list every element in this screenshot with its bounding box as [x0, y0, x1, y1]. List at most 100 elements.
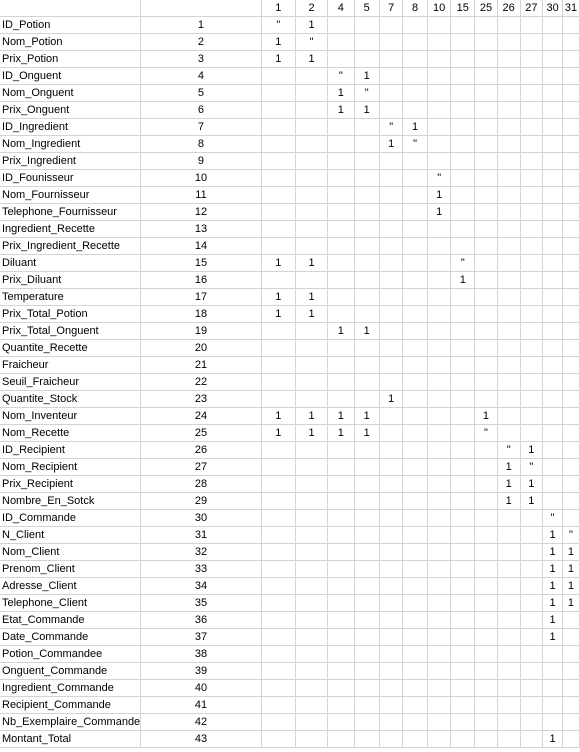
dependency-cell[interactable] [450, 186, 476, 204]
dependency-cell[interactable] [474, 543, 498, 561]
attribute-name-cell[interactable]: Prix_Ingredient_Recette [0, 237, 142, 255]
dependency-cell[interactable]: 1 [354, 322, 380, 340]
dependency-cell[interactable] [402, 730, 428, 748]
dependency-cell[interactable] [520, 662, 544, 680]
dependency-cell[interactable] [562, 407, 580, 425]
dependency-cell[interactable] [474, 254, 498, 272]
dependency-cell[interactable] [402, 322, 428, 340]
dependency-cell[interactable] [379, 713, 404, 731]
dependency-cell[interactable] [261, 662, 296, 680]
dependency-cell[interactable]: 1 [354, 67, 380, 85]
attribute-index-cell[interactable]: 35 [140, 594, 262, 612]
dependency-cell[interactable] [450, 645, 476, 663]
dependency-cell[interactable] [261, 713, 296, 731]
dependency-cell[interactable] [295, 662, 329, 680]
dependency-cell[interactable] [497, 696, 521, 714]
dependency-cell[interactable] [497, 220, 521, 238]
dependency-cell[interactable] [379, 424, 404, 442]
dependency-cell[interactable] [562, 458, 580, 476]
dependency-cell[interactable] [520, 407, 544, 425]
dependency-cell[interactable]: 1 [497, 458, 521, 476]
dependency-cell[interactable] [354, 543, 380, 561]
dependency-cell[interactable] [497, 322, 521, 340]
dependency-cell[interactable] [542, 305, 563, 323]
dependency-cell[interactable] [497, 305, 521, 323]
dependency-cell[interactable] [562, 33, 580, 51]
dependency-cell[interactable] [354, 16, 380, 34]
dependency-cell[interactable] [295, 152, 329, 170]
dependency-cell[interactable] [497, 254, 521, 272]
attribute-index-cell[interactable]: 3 [140, 50, 262, 68]
attribute-name-cell[interactable]: Ingredient_Commande [0, 679, 142, 697]
dependency-cell[interactable] [295, 339, 329, 357]
dependency-cell[interactable]: 1 [295, 424, 329, 442]
dependency-cell[interactable] [542, 696, 563, 714]
dependency-cell[interactable] [379, 271, 404, 289]
dependency-cell[interactable] [450, 135, 476, 153]
dependency-cell[interactable] [295, 118, 329, 136]
dependency-cell[interactable]: 1 [542, 577, 563, 595]
dependency-cell[interactable] [497, 271, 521, 289]
dependency-cell[interactable] [379, 50, 404, 68]
dependency-cell[interactable] [427, 237, 452, 255]
dependency-cell[interactable] [327, 16, 355, 34]
dependency-cell[interactable] [379, 220, 404, 238]
dependency-cell[interactable] [402, 169, 428, 187]
dependency-cell[interactable]: 1 [261, 33, 296, 51]
attribute-index-cell[interactable]: 14 [140, 237, 262, 255]
attribute-name-cell[interactable]: Nb_Exemplaire_Commande [0, 713, 142, 731]
dependency-cell[interactable] [354, 713, 380, 731]
dependency-cell[interactable] [402, 271, 428, 289]
dependency-cell[interactable] [542, 492, 563, 510]
dependency-cell[interactable] [520, 713, 544, 731]
dependency-cell[interactable] [261, 577, 296, 595]
dependency-cell[interactable] [327, 135, 355, 153]
dependency-cell[interactable] [520, 305, 544, 323]
dependency-cell[interactable] [450, 424, 476, 442]
dependency-cell[interactable] [474, 33, 498, 51]
attribute-name-cell[interactable]: Prix_Total_Potion [0, 305, 142, 323]
dependency-cell[interactable] [450, 152, 476, 170]
dependency-cell[interactable] [497, 152, 521, 170]
dependency-cell[interactable] [379, 16, 404, 34]
attribute-index-cell[interactable]: 23 [140, 390, 262, 408]
dependency-cell[interactable] [379, 356, 404, 374]
dependency-cell[interactable] [497, 628, 521, 646]
dependency-cell[interactable] [261, 390, 296, 408]
dependency-cell[interactable]: " [354, 84, 380, 102]
dependency-cell[interactable] [450, 662, 476, 680]
dependency-cell[interactable] [379, 322, 404, 340]
dependency-cell[interactable] [295, 560, 329, 578]
dependency-cell[interactable] [379, 730, 404, 748]
dependency-cell[interactable]: 1 [261, 407, 296, 425]
dependency-cell[interactable] [427, 135, 452, 153]
dependency-cell[interactable] [427, 67, 452, 85]
dependency-cell[interactable] [474, 84, 498, 102]
dependency-cell[interactable] [450, 356, 476, 374]
dependency-cell[interactable] [427, 475, 452, 493]
dependency-cell[interactable] [497, 118, 521, 136]
dependency-cell[interactable] [427, 492, 452, 510]
dependency-cell[interactable] [327, 305, 355, 323]
dependency-cell[interactable] [474, 492, 498, 510]
dependency-cell[interactable] [450, 560, 476, 578]
dependency-cell[interactable] [497, 356, 521, 374]
dependency-cell[interactable] [327, 713, 355, 731]
dependency-cell[interactable] [402, 33, 428, 51]
attribute-index-cell[interactable]: 39 [140, 662, 262, 680]
dependency-cell[interactable] [562, 509, 580, 527]
dependency-cell[interactable] [427, 543, 452, 561]
dependency-cell[interactable] [379, 475, 404, 493]
dependency-cell[interactable] [562, 203, 580, 221]
attribute-index-cell[interactable]: 12 [140, 203, 262, 221]
dependency-cell[interactable] [542, 254, 563, 272]
dependency-cell[interactable] [354, 33, 380, 51]
dependency-cell[interactable] [354, 288, 380, 306]
column-header-25[interactable]: 25 [474, 0, 498, 17]
dependency-cell[interactable] [474, 458, 498, 476]
dependency-cell[interactable] [562, 169, 580, 187]
dependency-cell[interactable] [379, 492, 404, 510]
attribute-index-cell[interactable]: 40 [140, 679, 262, 697]
dependency-cell[interactable] [474, 696, 498, 714]
dependency-cell[interactable]: 1 [542, 730, 563, 748]
